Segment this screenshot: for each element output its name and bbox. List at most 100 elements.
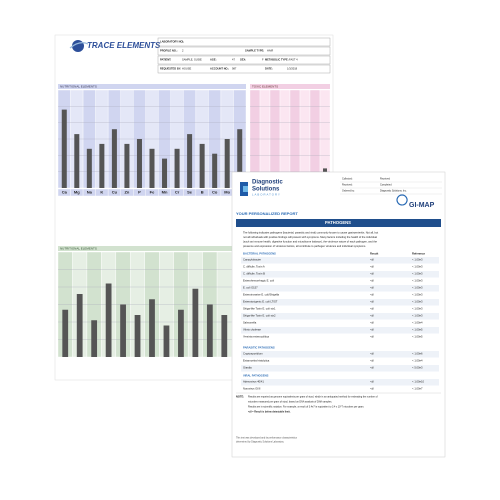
field-label: METABOLIC TYPE: xyxy=(265,58,289,62)
field-value: 1 xyxy=(182,40,184,44)
row-bg xyxy=(241,285,439,292)
field-value: HOUSE xyxy=(182,67,191,71)
logo-mark-accent xyxy=(243,186,248,192)
subsection-title: VIRAL PATHOGENS xyxy=(243,374,269,378)
row-bg xyxy=(241,257,439,264)
row-cell: < 1.00e3 xyxy=(412,279,423,283)
field-label: DATE: xyxy=(265,67,273,71)
row-cell: Enteroinvasive E. coli/Shigella xyxy=(243,293,280,297)
element-label: Se xyxy=(187,190,193,195)
row-cell: <dl xyxy=(370,272,374,276)
row-bg xyxy=(241,358,439,365)
chart-title: NUTRITIONAL ELEMENTS xyxy=(60,84,97,88)
row-cell: < 1.00e3 xyxy=(412,265,423,269)
intro-line: The following indicates pathogens (bacte… xyxy=(243,231,378,235)
row-cell: < 1.00e3 xyxy=(412,314,423,318)
row-bg xyxy=(241,292,439,299)
info-label: Collected: xyxy=(342,178,353,181)
chart-title-bar xyxy=(250,84,330,89)
row-cell: < 1.00e3 xyxy=(412,272,423,276)
row-bg xyxy=(241,271,439,278)
row-cell: Vibrio cholerae xyxy=(243,328,261,332)
row-bg xyxy=(241,278,439,285)
element-label: Mn xyxy=(162,190,168,195)
note-label: NOTE: xyxy=(236,395,244,399)
row-cell: C. difficile, Toxin A xyxy=(243,265,265,269)
section-bar xyxy=(236,219,441,227)
field-row xyxy=(157,46,331,56)
row-bg xyxy=(241,320,439,327)
row-cell: < 1.00e3 xyxy=(412,293,423,297)
row-cell: <dl xyxy=(370,265,374,269)
row-cell: Giardia xyxy=(243,366,252,370)
field-value: F xyxy=(262,58,264,62)
row-cell: Enterotoxigenic E. coli LT/ST xyxy=(243,300,278,304)
row-cell: <dl xyxy=(370,387,374,391)
row-cell: E. coli O157 xyxy=(243,286,258,290)
row-cell: <dl xyxy=(370,286,374,290)
row-bg xyxy=(241,365,439,372)
note-line: Results are reported as genome equivalen… xyxy=(248,396,378,399)
row-cell: <dl xyxy=(370,307,374,311)
section-title: PATHOGENS xyxy=(325,220,351,225)
level-bar xyxy=(224,139,230,188)
row-bg xyxy=(241,306,439,313)
level-bar xyxy=(149,299,155,357)
field-row xyxy=(157,64,331,74)
row-cell: <dl xyxy=(370,335,374,339)
row-cell: Norovirus GI/II xyxy=(243,387,261,391)
row-cell: <dl xyxy=(370,293,374,297)
row-cell: Enterohemorrhagic E. coli xyxy=(243,279,274,283)
element-label: B xyxy=(201,190,204,195)
row-cell: < 1.00e3 xyxy=(412,307,423,311)
row-cell: < 1.00e10 xyxy=(412,380,425,384)
row-cell: C. difficile, Toxin B xyxy=(243,272,265,276)
row-bg xyxy=(241,334,439,341)
level-bar xyxy=(111,129,117,188)
level-bar xyxy=(91,320,98,357)
field-row xyxy=(157,37,331,47)
info-value: Received xyxy=(380,178,391,181)
logo-sub: Solutions xyxy=(252,187,280,193)
row-cell: < 1.00e5 xyxy=(412,335,423,339)
field-value: 2 xyxy=(182,49,184,53)
element-label: Ca xyxy=(62,190,68,195)
level-bar xyxy=(134,315,141,357)
row-bg xyxy=(241,351,439,358)
heading: YOUR PERSONALIZED REPORT xyxy=(236,211,298,216)
row-cell: < 1.00e7 xyxy=(412,387,423,391)
note-line: microbes measured per gram of stool, bas… xyxy=(248,401,332,404)
info-value: Completed xyxy=(380,184,392,187)
row-cell: Adenovirus 40/41 xyxy=(243,380,264,384)
field-label: PROFILE NO.: xyxy=(160,49,178,53)
brand: GI-MAP xyxy=(409,202,435,209)
row-cell: Shiga-like Toxin E. coli stx2 xyxy=(243,314,276,318)
row-cell: <dl xyxy=(370,300,374,304)
intro-line: not all individuals with positive findin… xyxy=(243,235,377,239)
field-label: SAMPLE TYPE: xyxy=(245,49,264,53)
chart-title: TOXIC ELEMENTS xyxy=(252,84,278,88)
row-cell: Shiga-like Toxin E. coli stx1 xyxy=(243,307,276,311)
element-label: Mo xyxy=(224,190,230,195)
brand-icon xyxy=(396,194,408,206)
row-cell: < 5.00e3 xyxy=(412,366,423,370)
note-line: <dl = Result is below detectable limit. xyxy=(248,411,291,414)
level-bar xyxy=(237,129,243,188)
info-value: Diagnostic Solutions, Inc. xyxy=(380,190,407,193)
level-bar xyxy=(163,325,170,357)
level-bar xyxy=(206,304,213,357)
row-cell: <dl xyxy=(370,258,374,262)
level-bar xyxy=(86,148,92,188)
row-bg xyxy=(241,327,439,334)
row-cell: < 1.00e4 xyxy=(412,359,423,363)
element-label: Mg xyxy=(74,190,80,195)
column-header: Result xyxy=(370,252,378,256)
row-cell: Entamoeba histolytica xyxy=(243,359,270,363)
chart-title: NUTRITIONAL ELEMENTS xyxy=(60,246,97,250)
level-bar xyxy=(149,148,155,188)
element-label: K xyxy=(100,190,103,195)
element-label: Cu xyxy=(112,190,118,195)
row-cell: < 1.00e3 xyxy=(412,286,423,290)
